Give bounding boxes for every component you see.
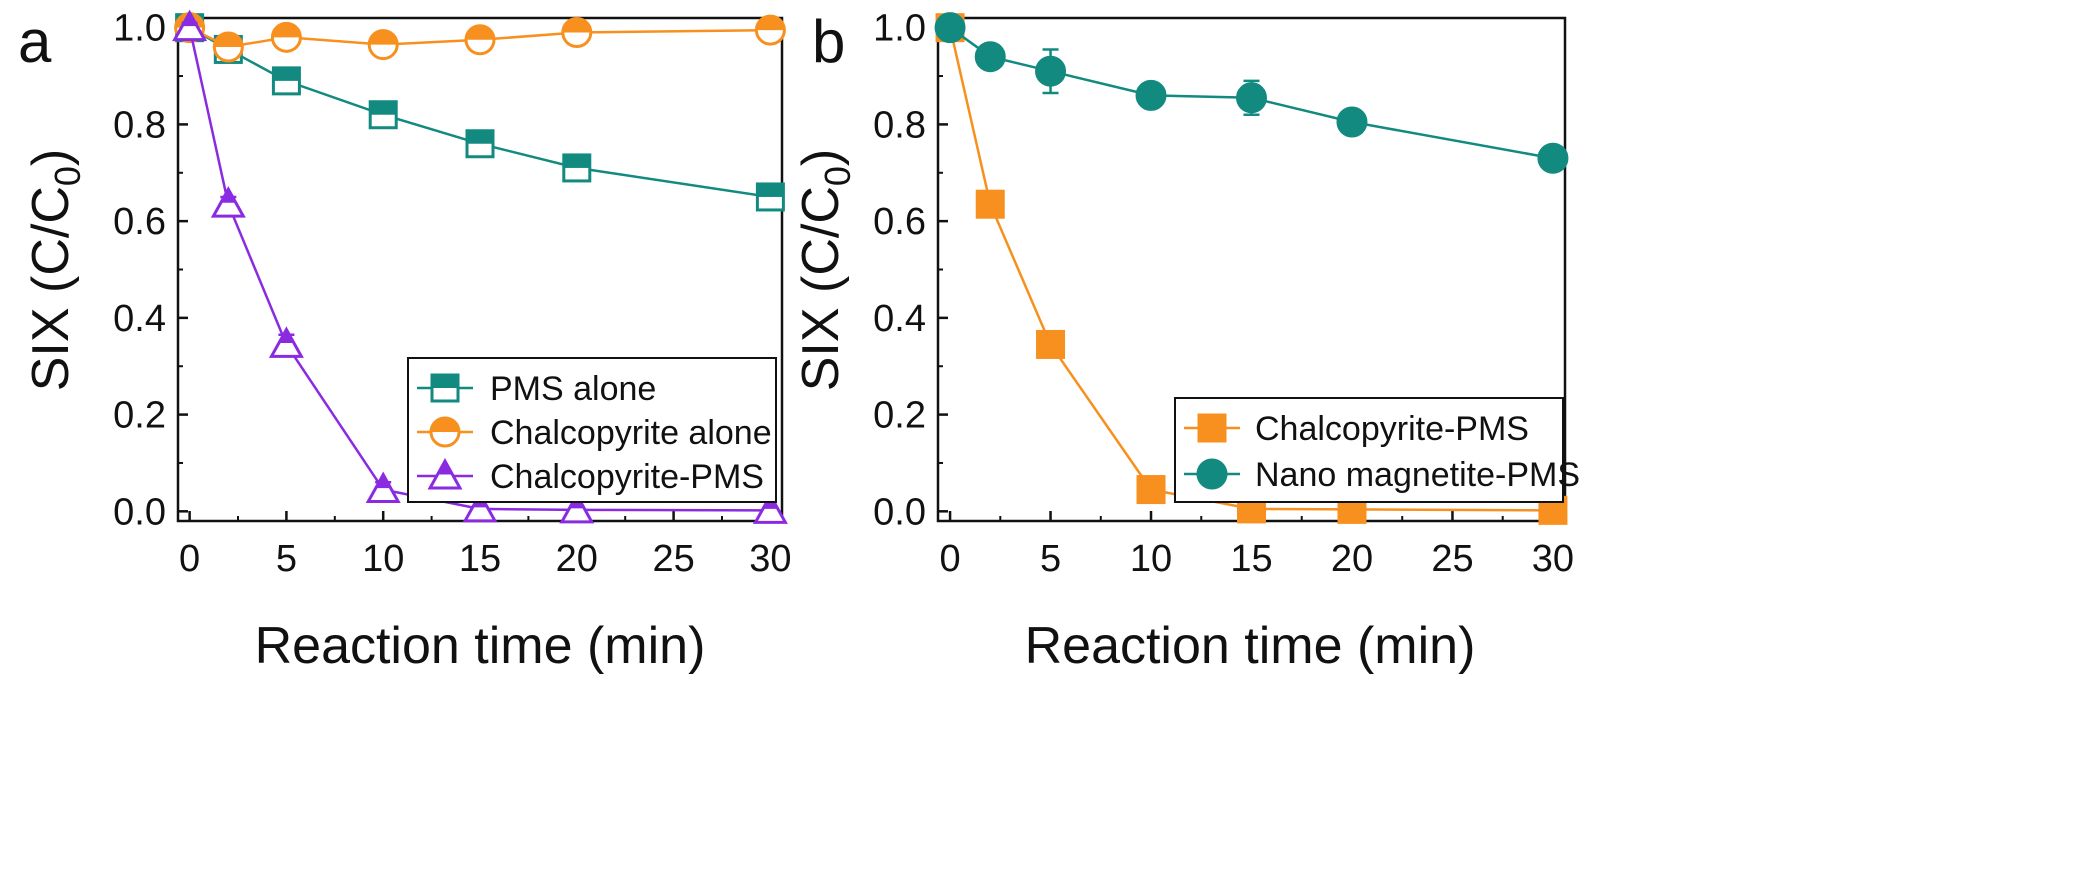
x-tick-label: 10 bbox=[1130, 538, 1172, 580]
x-tick-label: 20 bbox=[556, 538, 598, 580]
data-point bbox=[561, 17, 593, 49]
data-point bbox=[755, 182, 785, 212]
x-tick-label: 20 bbox=[1331, 538, 1373, 580]
x-tick-label: 15 bbox=[1230, 538, 1272, 580]
legend-label: Chalcopyrite-PMS bbox=[490, 458, 764, 496]
legend-label: Chalcopyrite alone bbox=[490, 414, 772, 452]
data-point bbox=[212, 31, 244, 63]
x-axis-label-a: Reaction time (min) bbox=[255, 617, 706, 675]
data-point bbox=[172, 9, 208, 42]
x-tick-label: 0 bbox=[179, 538, 200, 580]
legend-a: PMS alone Chalcopyrite alone Chalcopyrite-… bbox=[407, 357, 777, 503]
panel-a: a 0 5 10 15 20 25 30 0.0 0.2 0.4 0.6 0.8 1.0 SIX (C/… bbox=[18, 8, 792, 675]
legend-box bbox=[407, 357, 777, 503]
data-point bbox=[270, 21, 302, 53]
data-point bbox=[1036, 329, 1066, 359]
x-tick-label: 30 bbox=[749, 538, 791, 580]
y-axis-label-suffix-a: ) bbox=[22, 149, 80, 166]
data-point bbox=[268, 326, 304, 358]
series-chalcopyrite-pms bbox=[935, 13, 1568, 525]
data-point bbox=[1336, 106, 1368, 138]
x-tick-label: 5 bbox=[276, 538, 297, 580]
x-tick-label: 15 bbox=[459, 538, 501, 580]
data-point bbox=[464, 24, 496, 56]
legend-item: Nano magnetite-PMS bbox=[1184, 456, 1580, 494]
x-tick-label: 25 bbox=[652, 538, 694, 580]
data-point bbox=[1537, 142, 1569, 174]
data-point bbox=[975, 189, 1005, 219]
data-point bbox=[365, 471, 401, 504]
legend-item: PMS alone bbox=[417, 370, 656, 408]
x-tick-label: 25 bbox=[1431, 538, 1473, 580]
y-tick-label: 0.8 bbox=[113, 104, 166, 146]
data-point bbox=[465, 129, 495, 159]
x-tick-label: 30 bbox=[1532, 538, 1574, 580]
legend-item: Chalcopyrite-PMS bbox=[417, 457, 764, 496]
series-chalcopyrite-alone bbox=[174, 12, 786, 63]
data-point bbox=[1136, 475, 1166, 505]
series-nano-magnetite-pms bbox=[934, 12, 1569, 174]
y-tick-label: 0.4 bbox=[873, 298, 926, 340]
data-point bbox=[1135, 79, 1167, 111]
y-tick-label: 0.2 bbox=[113, 395, 166, 437]
y-tick-label: 0.4 bbox=[113, 298, 166, 340]
legend-marker bbox=[1196, 458, 1228, 490]
legend-marker bbox=[1197, 413, 1227, 443]
panel-letter-a: a bbox=[18, 8, 52, 75]
legend-item: Chalcopyrite-PMS bbox=[1184, 410, 1529, 448]
y-tick-label: 0.6 bbox=[873, 201, 926, 243]
y-tick-label: 0.6 bbox=[113, 201, 166, 243]
svg-text:SIX (C/C0): SIX (C/C0) bbox=[22, 149, 88, 392]
data-point bbox=[368, 100, 398, 130]
data-point bbox=[271, 66, 301, 96]
y-tick-label: 0.0 bbox=[113, 491, 166, 533]
y-tick-label: 0.8 bbox=[873, 104, 926, 146]
legend-label: PMS alone bbox=[490, 370, 656, 408]
panel-letter-b: b bbox=[812, 8, 845, 75]
y-axis-label-a: SIX (C/C0) bbox=[22, 149, 88, 392]
y-tick-label: 1.0 bbox=[873, 8, 926, 50]
legend-box bbox=[1174, 397, 1564, 503]
data-point bbox=[754, 14, 786, 46]
data-point bbox=[974, 41, 1006, 73]
y-tick-label: 1.0 bbox=[113, 8, 166, 50]
x-tick-label: 10 bbox=[362, 538, 404, 580]
y-axis-label-suffix-b: ) bbox=[792, 149, 850, 166]
y-tick-label: 0.2 bbox=[873, 395, 926, 437]
y-axis-label-sub-b: 0 bbox=[817, 166, 858, 186]
legend-marker bbox=[427, 457, 463, 490]
legend-b: Chalcopyrite-PMS Nano magnetite-PMS bbox=[1174, 397, 1580, 503]
x-axis-label-b: Reaction time (min) bbox=[1025, 617, 1476, 675]
legend-label: Chalcopyrite-PMS bbox=[1255, 410, 1529, 448]
svg-text:SIX (C/C0): SIX (C/C0) bbox=[792, 149, 858, 392]
panel-b: b 0 5 10 15 20 25 30 0.0 0.2 0.4 0.6 0.8 1.0 SIX (C/… bbox=[792, 8, 1580, 675]
x-tick-label: 0 bbox=[939, 538, 960, 580]
y-tick-label: 0.0 bbox=[873, 491, 926, 533]
y-axis-label-b: SIX (C/C0) bbox=[792, 149, 858, 392]
legend-marker bbox=[430, 373, 460, 403]
data-point bbox=[1236, 82, 1267, 114]
data-point bbox=[562, 153, 592, 183]
legend-item: Chalcopyrite alone bbox=[417, 414, 772, 452]
legend-label: Nano magnetite-PMS bbox=[1255, 456, 1580, 494]
y-axis-label-sub-a: 0 bbox=[47, 166, 88, 186]
data-point bbox=[210, 186, 246, 218]
series-chalcopyrite-pms bbox=[172, 9, 788, 524]
legend-marker bbox=[429, 416, 461, 448]
y-axis-label-text-b: SIX (C/C bbox=[792, 186, 850, 391]
data-point bbox=[367, 29, 399, 61]
data-point bbox=[1035, 55, 1067, 87]
data-point bbox=[934, 12, 966, 44]
x-tick-label: 5 bbox=[1040, 538, 1061, 580]
y-axis-label-text-a: SIX (C/C bbox=[22, 186, 80, 391]
